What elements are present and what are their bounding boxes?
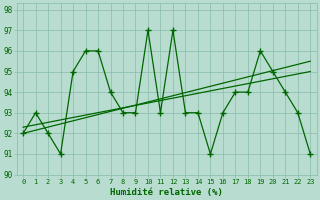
X-axis label: Humidité relative (%): Humidité relative (%)	[110, 188, 223, 197]
